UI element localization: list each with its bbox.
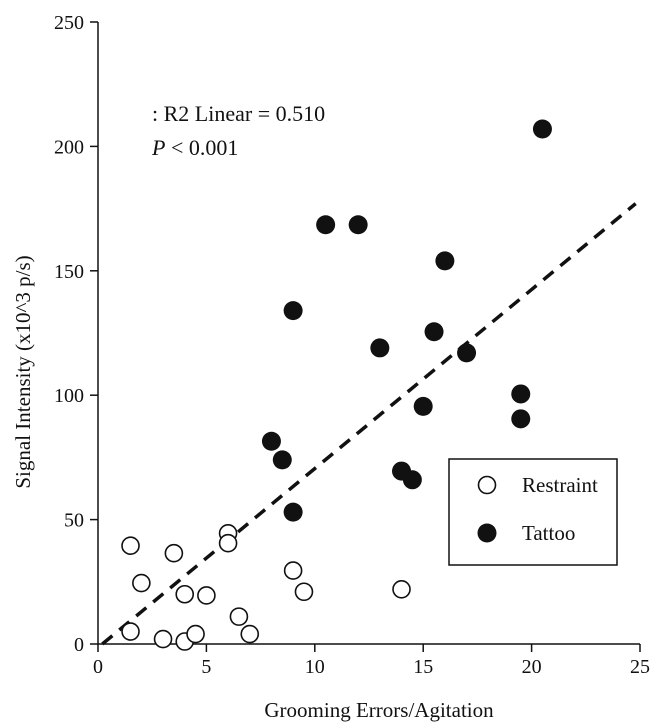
data-point-tattoo	[511, 384, 531, 404]
data-point-tattoo	[435, 251, 455, 271]
data-point-restraint	[197, 586, 216, 605]
x-tick-label: 0	[93, 656, 103, 678]
legend-label-tattoo: Tattoo	[522, 521, 575, 545]
x-tick-label: 5	[201, 656, 211, 678]
data-point-tattoo	[348, 215, 368, 235]
y-tick-label: 0	[74, 634, 84, 656]
r2-annotation: : R2 Linear = 0.510	[152, 101, 325, 126]
legend-label-restraint: Restraint	[522, 473, 598, 497]
x-tick-label: 15	[413, 656, 433, 678]
fit-line	[101, 202, 637, 646]
x-tick-label: 20	[522, 656, 542, 678]
y-tick-label: 100	[54, 385, 84, 407]
x-axis-title: Grooming Errors/Agitation	[264, 698, 494, 722]
y-tick-label: 250	[54, 12, 84, 34]
data-point-restraint	[164, 543, 184, 563]
data-point-tattoo	[316, 215, 336, 235]
data-point-tattoo	[283, 301, 303, 321]
legend-box	[448, 458, 618, 566]
data-point-restraint	[153, 629, 173, 649]
data-point-restraint	[121, 622, 140, 641]
x-tick-label: 10	[305, 656, 325, 678]
y-axis-title: Signal Intensity (x10^3 p/s)	[11, 255, 35, 488]
legend-marker-tattoo	[477, 523, 497, 543]
data-point-tattoo	[261, 431, 281, 451]
x-ticks: 0 5 10 15 20 25	[93, 644, 650, 678]
data-point-restraint	[218, 533, 238, 553]
data-point-tattoo	[283, 502, 303, 522]
y-tick-label: 150	[54, 261, 84, 283]
data-point-restraint	[132, 573, 151, 593]
y-tick-label: 50	[64, 510, 84, 532]
data-point-restraint	[175, 584, 195, 604]
p-value-annotation: P < 0.001	[151, 135, 238, 160]
data-point-restraint	[121, 536, 140, 556]
data-point-restraint	[186, 624, 205, 644]
data-point-tattoo	[424, 322, 444, 342]
x-tick-label: 25	[630, 656, 650, 678]
data-point-restraint	[392, 579, 411, 599]
y-ticks: 0 50 100 150 200 250	[54, 12, 98, 656]
p-value: < 0.001	[165, 135, 238, 160]
data-point-restraint	[229, 607, 249, 626]
y-tick-label: 200	[54, 136, 84, 158]
data-point-tattoo	[532, 119, 552, 139]
legend: Restraint Tattoo	[448, 458, 618, 566]
data-point-tattoo	[272, 450, 292, 470]
data-point-restraint	[240, 624, 260, 644]
data-point-restraint	[283, 561, 303, 580]
data-points	[121, 119, 552, 651]
data-point-tattoo	[511, 409, 531, 429]
data-point-tattoo	[402, 470, 422, 490]
data-point-tattoo	[457, 343, 477, 363]
data-point-tattoo	[413, 396, 433, 416]
legend-marker-restraint	[477, 475, 497, 495]
p-symbol: P	[151, 135, 165, 160]
data-point-tattoo	[370, 338, 390, 358]
data-point-restraint	[294, 582, 314, 602]
